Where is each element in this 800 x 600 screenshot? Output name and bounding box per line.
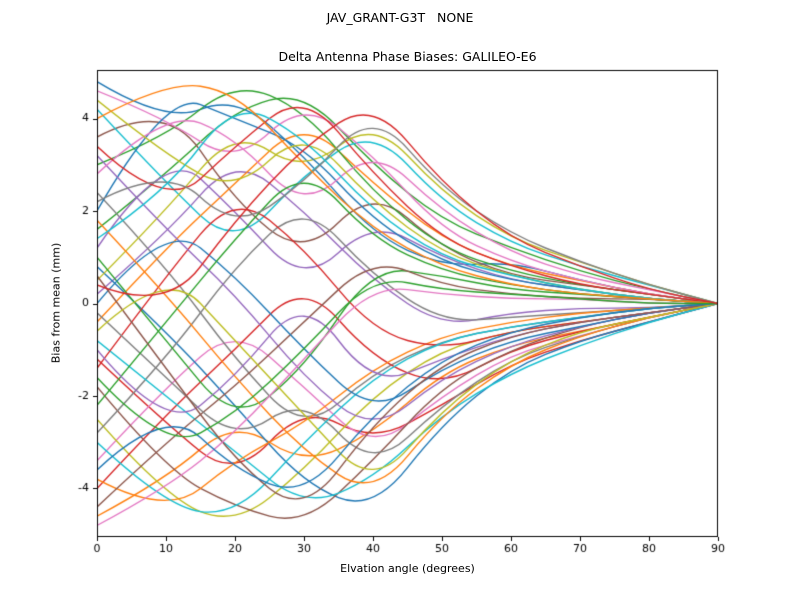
y-axis-label: Bias from mean (mm) bbox=[49, 242, 63, 364]
axes-title: Delta Antenna Phase Biases: GALILEO-E6 bbox=[278, 49, 537, 64]
figure-suptitle: JAV_GRANT-G3T NONE bbox=[326, 10, 474, 25]
x-axis-label: Elvation angle (degrees) bbox=[340, 562, 475, 575]
